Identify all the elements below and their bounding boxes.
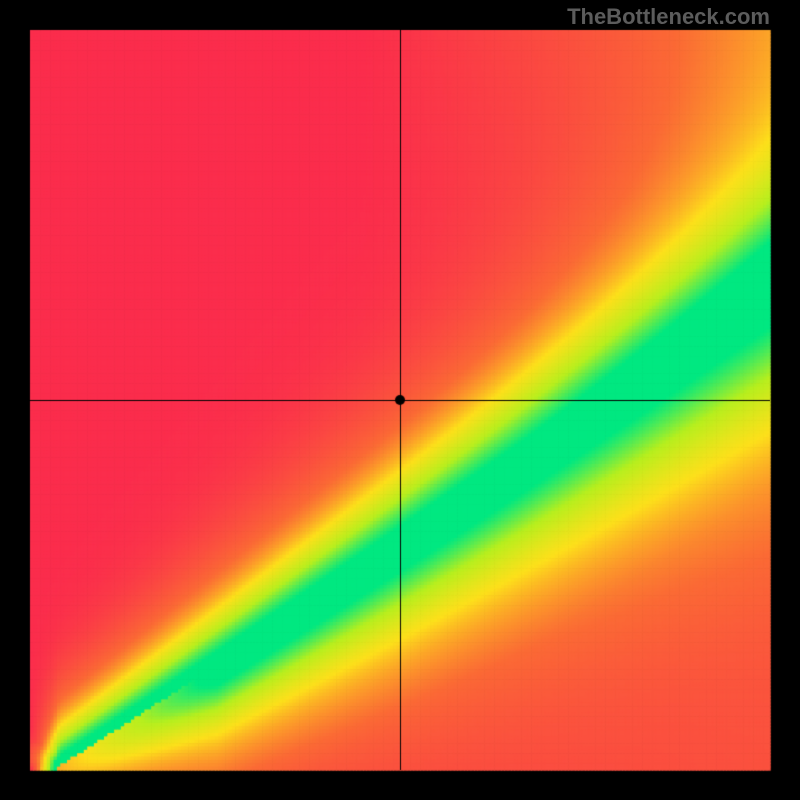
source-attribution: TheBottleneck.com: [567, 4, 770, 30]
figure-container: TheBottleneck.com: [0, 0, 800, 800]
bottleneck-heatmap: [0, 0, 800, 800]
